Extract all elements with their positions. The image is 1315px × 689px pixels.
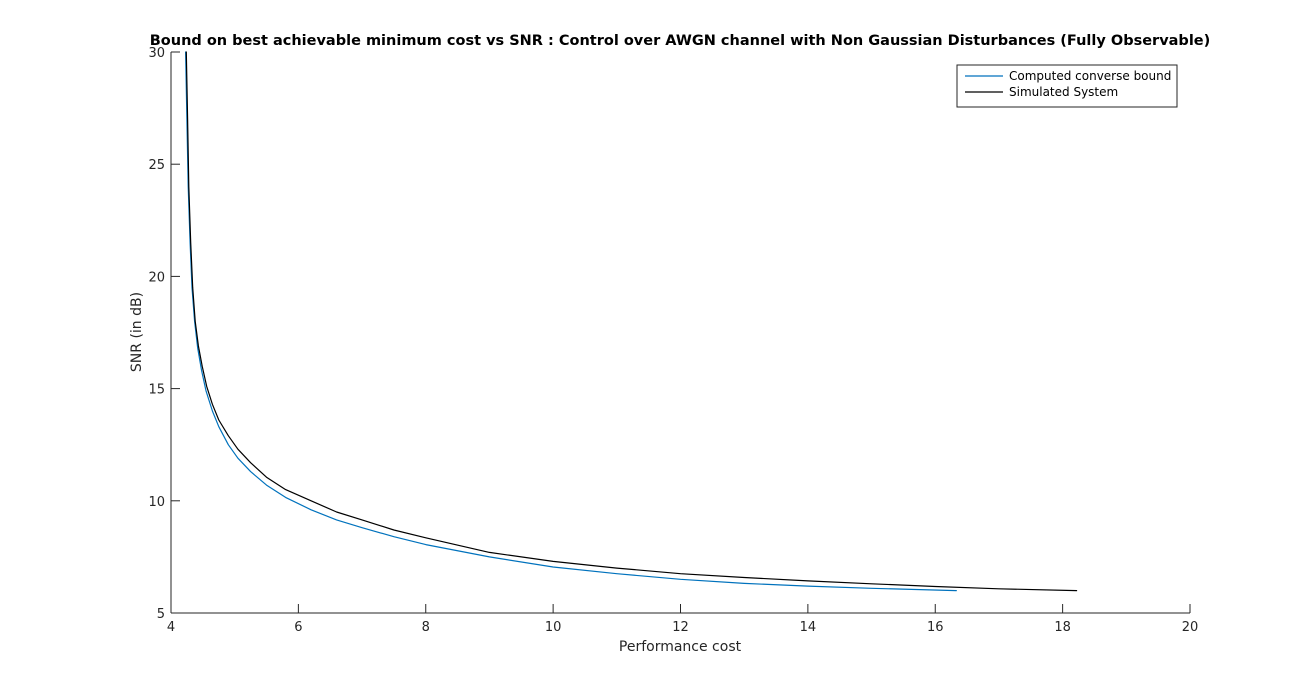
x-tick-label: 12 bbox=[672, 620, 689, 635]
x-tick-label: 18 bbox=[1054, 620, 1071, 635]
legend-box bbox=[956, 64, 1178, 108]
chart-title: Bound on best achievable minimum cost vs… bbox=[150, 33, 1211, 49]
x-tick-label: 14 bbox=[800, 620, 817, 635]
y-tick-label: 5 bbox=[157, 607, 165, 622]
y-axis-title: SNR (in dB) bbox=[129, 292, 145, 372]
y-tick-label: 30 bbox=[148, 46, 165, 61]
x-tick-label: 6 bbox=[294, 620, 302, 635]
series-line-1 bbox=[185, 51, 1078, 592]
legend-label-1: Simulated System bbox=[1009, 85, 1118, 99]
y-tick-label: 15 bbox=[148, 383, 165, 398]
x-axis-title: Performance cost bbox=[619, 639, 742, 655]
x-tick-label: 4 bbox=[167, 620, 175, 635]
x-tick-label: 16 bbox=[927, 620, 944, 635]
y-tick-label: 20 bbox=[148, 270, 165, 285]
x-tick-label: 8 bbox=[422, 620, 430, 635]
series-line-0 bbox=[185, 51, 957, 592]
plot-area: 4 6 8 10 12 14 16 18 20 5 10 15 20 25 30 bbox=[148, 46, 1198, 635]
y-tick-label: 10 bbox=[148, 495, 165, 510]
x-tick-label: 10 bbox=[545, 620, 562, 635]
legend: Computed converse bound Simulated System bbox=[956, 64, 1178, 108]
y-tick-label: 25 bbox=[148, 158, 165, 173]
x-tick-label: 20 bbox=[1182, 620, 1199, 635]
legend-label-0: Computed converse bound bbox=[1009, 69, 1171, 83]
